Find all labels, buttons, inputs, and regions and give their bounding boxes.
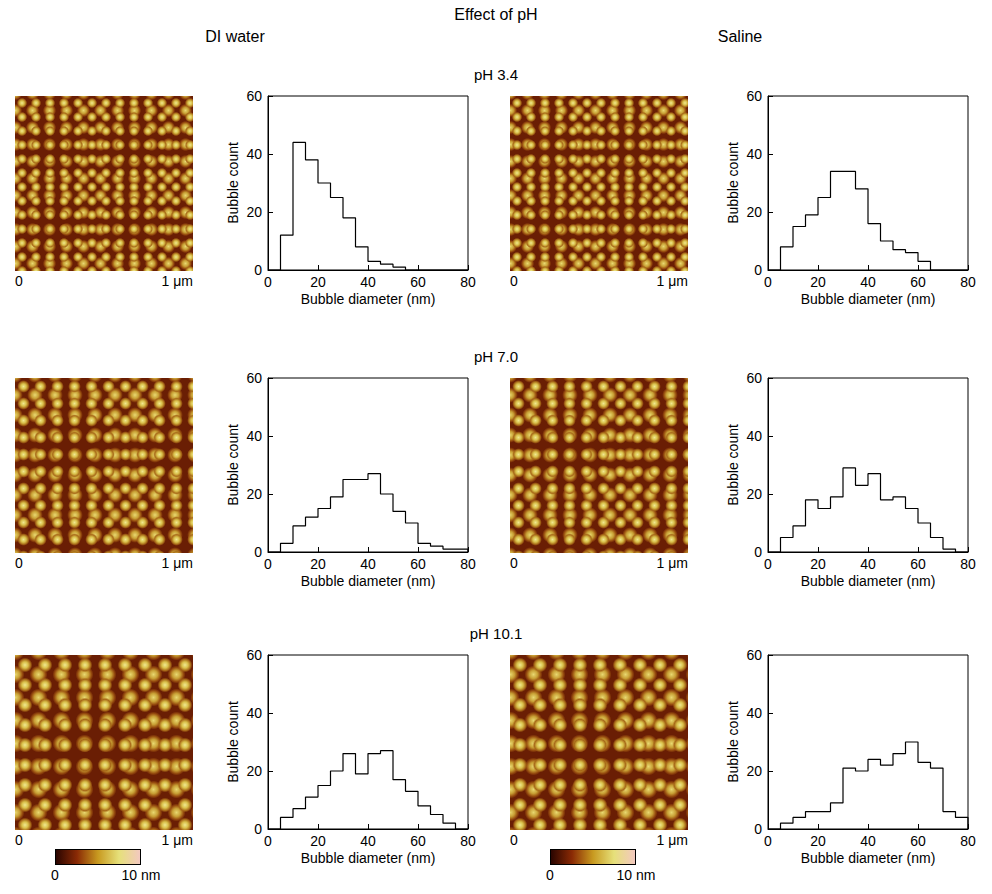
- svg-text:0: 0: [754, 544, 762, 560]
- html-text:pH 7.0: pH 7.0: [473, 348, 519, 365]
- svg-text:20: 20: [810, 274, 826, 290]
- svg-text:60: 60: [246, 647, 262, 663]
- svg-text:80: 80: [460, 274, 476, 290]
- html-text:0: 0: [510, 555, 518, 571]
- svg-text:80: 80: [960, 274, 976, 290]
- svg-text:40: 40: [746, 146, 762, 162]
- svg-text:20: 20: [310, 833, 326, 849]
- svg-text:Bubble count: Bubble count: [725, 424, 741, 506]
- svg-text:60: 60: [746, 370, 762, 386]
- svg-text:40: 40: [360, 556, 376, 572]
- svg-text:40: 40: [860, 274, 876, 290]
- svg-text:20: 20: [310, 556, 326, 572]
- svg-text:40: 40: [860, 556, 876, 572]
- svg-text:60: 60: [246, 370, 262, 386]
- html-text:DI water: DI water: [205, 28, 265, 45]
- svg-text:60: 60: [910, 556, 926, 572]
- svg-text:Bubble diameter (nm): Bubble diameter (nm): [301, 850, 436, 866]
- svg-text:60: 60: [910, 274, 926, 290]
- html-text:Effect of pH: Effect of pH: [454, 6, 538, 23]
- svg-text:0: 0: [254, 544, 262, 560]
- svg-text:40: 40: [360, 274, 376, 290]
- svg-text:Bubble diameter (nm): Bubble diameter (nm): [301, 291, 436, 307]
- svg-text:60: 60: [746, 647, 762, 663]
- svg-text:0: 0: [764, 274, 772, 290]
- svg-text:40: 40: [246, 705, 262, 721]
- html-text:0: 0: [15, 555, 23, 571]
- svg-text:20: 20: [746, 486, 762, 502]
- svg-text:Bubble count: Bubble count: [225, 424, 241, 506]
- html-text:1 μm: 1 μm: [656, 273, 688, 289]
- html-text:0: 0: [15, 832, 23, 848]
- svg-text:20: 20: [246, 763, 262, 779]
- svg-text:80: 80: [960, 833, 976, 849]
- svg-text:Bubble count: Bubble count: [225, 142, 241, 224]
- html-text:pH 10.1: pH 10.1: [469, 625, 523, 642]
- svg-text:0: 0: [754, 821, 762, 837]
- svg-text:80: 80: [960, 556, 976, 572]
- html-text:0: 0: [546, 867, 554, 883]
- svg-text:0: 0: [764, 833, 772, 849]
- svg-text:80: 80: [460, 556, 476, 572]
- svg-text:20: 20: [810, 833, 826, 849]
- svg-text:0: 0: [264, 833, 272, 849]
- svg-text:Bubble diameter (nm): Bubble diameter (nm): [801, 291, 936, 307]
- svg-text:40: 40: [246, 146, 262, 162]
- svg-text:20: 20: [310, 274, 326, 290]
- svg-text:Bubble count: Bubble count: [225, 701, 241, 783]
- html-text:Saline: Saline: [717, 28, 763, 45]
- svg-text:80: 80: [460, 833, 476, 849]
- svg-text:Bubble diameter (nm): Bubble diameter (nm): [301, 573, 436, 589]
- html-text:0: 0: [15, 273, 23, 289]
- html-text:pH 3.4: pH 3.4: [473, 66, 519, 83]
- html-text:10 nm: 10 nm: [616, 867, 656, 883]
- svg-text:0: 0: [764, 556, 772, 572]
- svg-text:20: 20: [246, 204, 262, 220]
- svg-text:60: 60: [410, 833, 426, 849]
- svg-text:40: 40: [360, 833, 376, 849]
- svg-text:60: 60: [410, 556, 426, 572]
- html-text:1 μm: 1 μm: [656, 832, 688, 848]
- html-text:0: 0: [51, 867, 59, 883]
- svg-text:Bubble diameter (nm): Bubble diameter (nm): [801, 573, 936, 589]
- svg-text:0: 0: [754, 262, 762, 278]
- svg-text:0: 0: [254, 821, 262, 837]
- html-text:0: 0: [510, 273, 518, 289]
- svg-text:20: 20: [746, 204, 762, 220]
- svg-text:60: 60: [746, 88, 762, 104]
- svg-text:40: 40: [860, 833, 876, 849]
- svg-text:0: 0: [254, 262, 262, 278]
- svg-text:0: 0: [264, 556, 272, 572]
- html-text:10 nm: 10 nm: [121, 867, 161, 883]
- svg-text:20: 20: [246, 486, 262, 502]
- html-text:1 μm: 1 μm: [161, 832, 193, 848]
- svg-text:60: 60: [246, 88, 262, 104]
- html-text:1 μm: 1 μm: [161, 555, 193, 571]
- html-text:1 μm: 1 μm: [161, 273, 193, 289]
- svg-text:60: 60: [410, 274, 426, 290]
- svg-text:40: 40: [746, 428, 762, 444]
- svg-text:Bubble diameter (nm): Bubble diameter (nm): [801, 850, 936, 866]
- svg-text:Bubble count: Bubble count: [725, 142, 741, 224]
- svg-text:40: 40: [746, 705, 762, 721]
- html-text:0: 0: [510, 832, 518, 848]
- svg-text:0: 0: [264, 274, 272, 290]
- svg-text:20: 20: [746, 763, 762, 779]
- svg-text:60: 60: [910, 833, 926, 849]
- svg-text:40: 40: [246, 428, 262, 444]
- html-text:1 μm: 1 μm: [656, 555, 688, 571]
- svg-text:Bubble count: Bubble count: [725, 701, 741, 783]
- svg-text:20: 20: [810, 556, 826, 572]
